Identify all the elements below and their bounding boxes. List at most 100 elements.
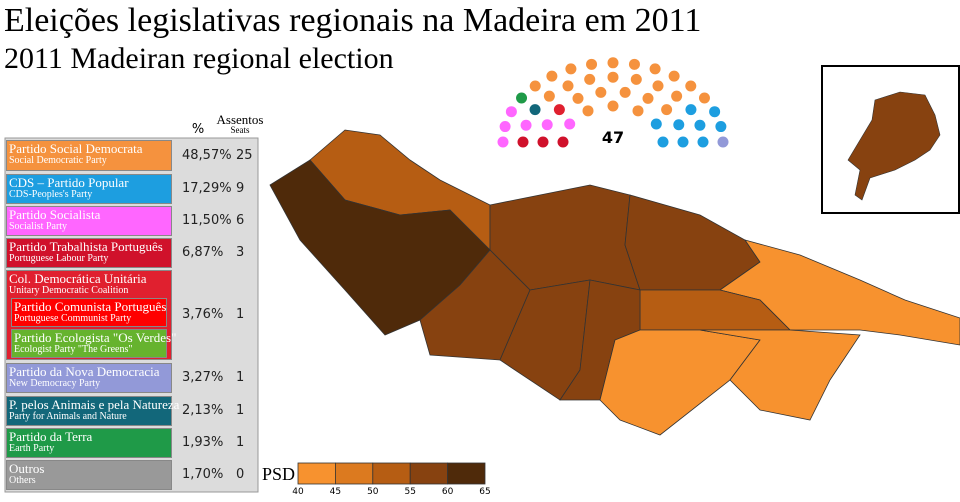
seat xyxy=(632,105,644,117)
percent: 11,50% xyxy=(182,213,232,228)
party-name: Partido da Terra xyxy=(9,429,93,444)
party-box: Partido Socialista Socialist Party xyxy=(6,206,172,236)
party-box: Outros Others xyxy=(6,460,172,490)
seat xyxy=(649,63,661,75)
percent: 3,76% xyxy=(182,307,224,322)
seat xyxy=(595,86,607,98)
legend-swatch xyxy=(334,462,374,485)
party-name: P. pelos Animais e pela Natureza xyxy=(9,397,180,412)
seats: 1 xyxy=(236,435,245,450)
seat xyxy=(673,119,685,131)
party-box: P. pelos Animais e pela Natureza Party fo… xyxy=(6,396,180,426)
seat xyxy=(565,63,577,75)
seats: 1 xyxy=(236,370,245,385)
seat xyxy=(652,80,664,92)
party-box: Partido da Terra Earth Party xyxy=(6,428,172,458)
percent: 1,70% xyxy=(182,467,224,482)
seat xyxy=(562,80,574,92)
seat xyxy=(572,92,584,104)
porto-santo xyxy=(847,91,941,201)
party-name: Partido da Nova Democracia xyxy=(9,364,160,379)
member-name: Partido Comunista Português xyxy=(14,299,167,314)
legend-tick: 40 xyxy=(292,487,304,497)
seat xyxy=(668,70,680,82)
seat xyxy=(685,104,697,116)
party-box: Partido Social Democrata Social Democrati… xyxy=(6,140,172,171)
party-box: Partido da Nova Democracia New Democracy … xyxy=(6,363,172,393)
subtitle: 2011 Madeiran regional election xyxy=(4,42,394,75)
seat xyxy=(698,92,710,104)
percent: 6,87% xyxy=(182,245,224,260)
title: Eleições legislativas regionais na Madei… xyxy=(4,2,702,39)
legend-swatch xyxy=(297,462,336,485)
seat xyxy=(694,119,706,131)
member-name-en: Ecologist Party "The Greens" xyxy=(14,343,133,355)
seats: 0 xyxy=(236,467,245,482)
seat xyxy=(543,90,555,102)
party-name: Partido Trabalhista Português xyxy=(9,239,163,254)
member-box: Partido Ecologista "Os Verdes" Ecologist … xyxy=(11,329,177,358)
seat xyxy=(677,136,689,148)
legend-tick: 55 xyxy=(404,487,415,497)
percent: 2,13% xyxy=(182,403,224,418)
seat xyxy=(709,106,721,118)
seat xyxy=(537,136,549,148)
seat xyxy=(661,104,673,116)
legend-swatch xyxy=(372,462,411,485)
percent: 17,29% xyxy=(182,181,232,196)
legend-tick: 45 xyxy=(330,487,341,497)
madeira-map xyxy=(269,129,960,436)
party-name-en: Socialist Party xyxy=(9,220,68,232)
legend-tick: 65 xyxy=(479,487,490,497)
legend-swatch xyxy=(447,462,486,485)
seats: 3 xyxy=(236,245,245,260)
seats: 9 xyxy=(236,181,245,196)
party-box: CDS – Partido Popular CDS-Peoples's Party xyxy=(6,174,172,204)
header-seats-en: Seats xyxy=(231,125,250,135)
member-name-en: Portuguese Communist Party xyxy=(14,312,132,324)
legend-swatch xyxy=(409,462,449,485)
member-box: Partido Comunista Português Portuguese Co… xyxy=(11,298,167,327)
seat xyxy=(529,104,541,116)
seat xyxy=(497,136,509,148)
seat xyxy=(607,100,619,112)
seats: 1 xyxy=(236,403,245,418)
header-seats: Assentos xyxy=(217,112,264,127)
seat xyxy=(642,92,654,104)
region xyxy=(699,329,861,421)
seat xyxy=(717,136,729,148)
seat xyxy=(553,104,565,116)
seat xyxy=(546,70,558,82)
party-name: CDS – Partido Popular xyxy=(9,175,129,190)
percent: 48,57% xyxy=(182,147,232,163)
party-name-en: Party for Animals and Nature xyxy=(9,410,127,422)
party-name-en: Earth Party xyxy=(9,442,55,454)
member-name: Partido Ecologista "Os Verdes" xyxy=(14,330,177,345)
seat xyxy=(582,105,594,117)
header-percent: % xyxy=(192,122,204,137)
seat xyxy=(630,73,642,85)
legend-tick: 50 xyxy=(367,487,379,497)
seat xyxy=(584,73,596,85)
seat xyxy=(671,90,683,102)
seat xyxy=(685,80,697,92)
seat xyxy=(529,80,541,92)
party-name: Col. Democrática Unitária xyxy=(9,271,147,286)
seat xyxy=(657,136,669,148)
party-box: Partido Trabalhista Português Portuguese … xyxy=(6,238,172,268)
party-name-en: Others xyxy=(9,474,36,486)
party-box: Col. Democrática Unitária Unitary Democra… xyxy=(6,270,177,360)
parliament-total: 47 xyxy=(602,128,624,147)
seat xyxy=(557,136,569,148)
seat xyxy=(520,119,532,131)
party-name-en: Social Democratic Party xyxy=(9,154,107,166)
party-name: Outros xyxy=(9,461,45,476)
party-name-en: Unitary Democratic Coalition xyxy=(9,284,129,296)
seats: 6 xyxy=(236,213,245,228)
seats: 25 xyxy=(236,147,253,163)
seat xyxy=(697,136,709,148)
seat xyxy=(505,106,517,118)
seat xyxy=(650,118,662,130)
seat xyxy=(586,58,598,70)
